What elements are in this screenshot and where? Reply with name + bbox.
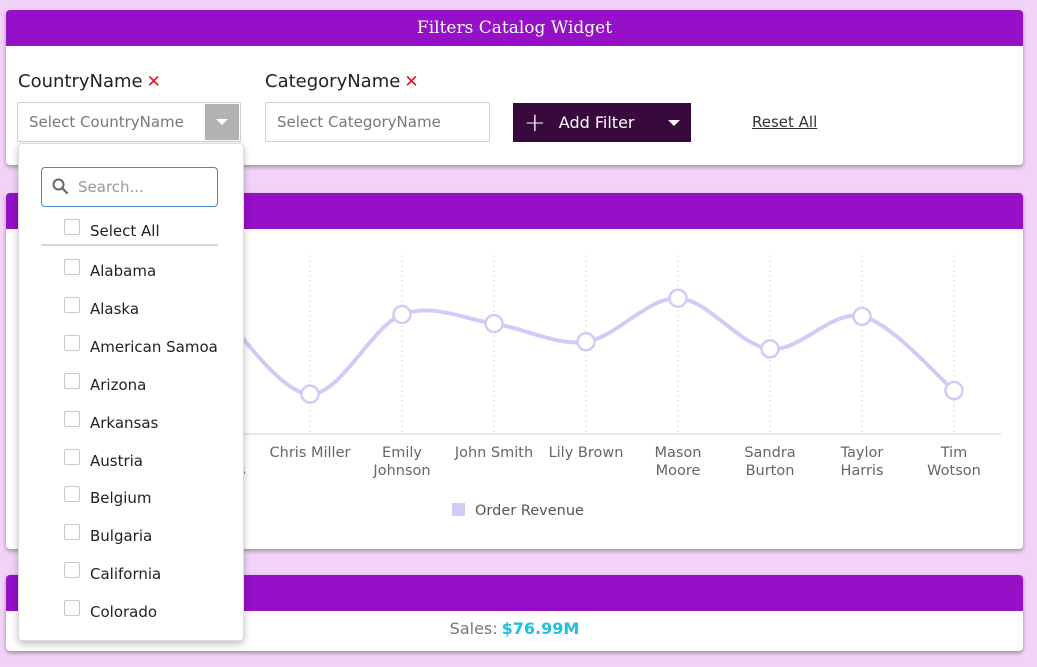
country-dropdown-panel: Select All Alabama Alaska American Samoa Ar…: [18, 143, 244, 641]
remove-category-filter-icon[interactable]: ✕: [404, 72, 419, 92]
option-label: Arizona: [90, 375, 147, 394]
data-point[interactable]: [576, 331, 596, 352]
select-all-checkbox[interactable]: [64, 219, 80, 235]
data-point[interactable]: [484, 313, 504, 334]
option-checkbox[interactable]: [64, 524, 80, 541]
dropdown-search-input[interactable]: [78, 176, 208, 198]
x-tick-label: Mason: [654, 445, 701, 461]
option-label: Colorado: [90, 603, 158, 622]
option-label: Arkansas: [90, 413, 159, 432]
plus-icon: +: [524, 107, 546, 138]
data-point[interactable]: [760, 339, 780, 359]
option-label: Belgium: [90, 489, 152, 508]
dropdown-search-box[interactable]: [41, 167, 218, 207]
country-option[interactable]: Arkansas: [64, 410, 159, 435]
x-tick-label: Tim: [940, 445, 968, 461]
sales-kpi-value: $76.99M: [501, 619, 580, 638]
country-select[interactable]: Select CountryName: [17, 102, 241, 142]
data-point[interactable]: [668, 288, 688, 308]
country-option[interactable]: Belgium: [64, 486, 152, 510]
country-option[interactable]: Colorado: [64, 600, 157, 624]
x-tick-label: Harris: [840, 463, 883, 479]
option-label: American Samoa: [90, 337, 218, 356]
x-tick-label: John Smith: [454, 445, 533, 461]
category-filter-label: CategoryName ✕: [265, 71, 419, 92]
x-tick-label: Emily: [382, 445, 422, 461]
option-label: Alaska: [90, 299, 140, 318]
option-label: Alabama: [90, 262, 157, 280]
data-point[interactable]: [944, 380, 964, 401]
option-checkbox[interactable]: [64, 410, 80, 427]
x-tick-label: Moore: [656, 463, 701, 479]
option-checkbox[interactable]: [64, 486, 80, 503]
country-label-text: CountryName: [18, 71, 143, 92]
option-checkbox[interactable]: [64, 562, 80, 579]
category-select[interactable]: Select CategoryName: [265, 102, 490, 142]
option-checkbox[interactable]: [64, 259, 80, 275]
add-filter-button[interactable]: + Add Filter: [513, 103, 691, 142]
x-tick-label: Chris Miller: [270, 445, 351, 461]
category-label-text: CategoryName: [265, 71, 401, 92]
country-select-placeholder: Select CountryName: [29, 113, 184, 131]
sales-kpi: Sales: $76.99M: [6, 619, 1023, 638]
country-option[interactable]: Bulgaria: [64, 524, 152, 548]
country-option[interactable]: American Samoa: [64, 334, 218, 359]
option-checkbox[interactable]: [64, 372, 80, 389]
data-point[interactable]: [852, 306, 872, 327]
legend-label[interactable]: Order Revenue: [475, 503, 584, 519]
select-all-option[interactable]: Select All: [64, 219, 160, 243]
option-checkbox[interactable]: [64, 296, 80, 313]
x-tick-label: Lily Brown: [549, 445, 624, 461]
x-tick-label: Johnson: [372, 463, 430, 479]
option-checkbox[interactable]: [64, 600, 80, 617]
country-option[interactable]: Arizona: [64, 372, 147, 397]
country-option[interactable]: California: [64, 562, 161, 586]
filters-widget-title: Filters Catalog Widget: [6, 10, 1023, 46]
x-tick-label: Burton: [746, 463, 795, 479]
reset-all-link[interactable]: Reset All: [752, 113, 818, 131]
add-filter-label: Add Filter: [558, 113, 635, 132]
country-option[interactable]: Austria: [64, 448, 143, 473]
dropdown-divider: [41, 244, 218, 246]
x-tick-label: Taylor: [840, 445, 884, 461]
option-label: Bulgaria: [90, 527, 153, 546]
legend-swatch[interactable]: [452, 503, 465, 516]
data-point[interactable]: [392, 304, 412, 325]
remove-country-filter-icon[interactable]: ✕: [146, 72, 161, 92]
option-label: California: [90, 565, 162, 584]
option-checkbox[interactable]: [64, 334, 80, 351]
search-icon: [52, 178, 68, 194]
country-filter-label: CountryName ✕: [18, 71, 161, 92]
x-tick-label: Wotson: [927, 463, 981, 479]
data-point[interactable]: [300, 384, 320, 404]
option-label: Austria: [90, 451, 143, 470]
category-select-placeholder: Select CategoryName: [277, 113, 441, 131]
option-checkbox[interactable]: [64, 448, 80, 465]
country-option[interactable]: Alabama: [64, 259, 156, 283]
caret-down-icon[interactable]: [668, 120, 680, 126]
x-tick-label: Sandra: [744, 445, 795, 461]
sales-kpi-label: Sales:: [449, 619, 498, 638]
country-option[interactable]: Alaska: [64, 296, 140, 321]
chevron-down-icon[interactable]: [205, 104, 239, 140]
select-all-label: Select All: [90, 222, 160, 240]
